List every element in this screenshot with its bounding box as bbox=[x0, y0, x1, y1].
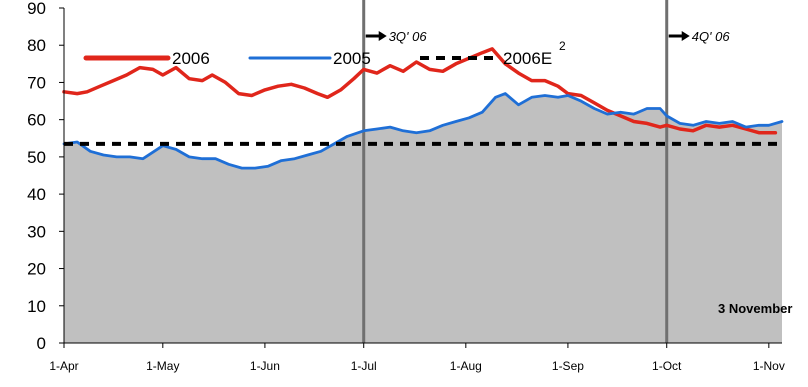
x-tick-label: 1-Oct bbox=[652, 359, 682, 373]
y-tick-label: 80 bbox=[27, 36, 46, 55]
legend-item-2006: 2006 bbox=[83, 49, 210, 68]
y-tick-label: 10 bbox=[27, 297, 46, 316]
annotation-date: 3 November bbox=[718, 301, 792, 316]
legend-label: 2006 bbox=[172, 49, 210, 68]
legend-item-2006e: 2006E 2 bbox=[420, 39, 566, 68]
quarter-marker: 3Q' 06 bbox=[362, 0, 428, 343]
area-layer bbox=[64, 93, 782, 343]
x-tick-label: 1-Jul bbox=[351, 359, 377, 373]
quarter-marker: 4Q' 06 bbox=[665, 0, 731, 343]
x-tick-label: 1-Aug bbox=[450, 359, 482, 373]
y-tick-label: 90 bbox=[27, 0, 46, 18]
legend: 2006 2005 2006E 2 bbox=[83, 39, 566, 68]
y-tick-label: 60 bbox=[27, 111, 46, 130]
y-tick-label: 70 bbox=[27, 73, 46, 92]
vertical-markers: 3Q' 06 4Q' 06 bbox=[362, 0, 731, 343]
x-tick-label: 1-Sep bbox=[552, 359, 584, 373]
y-tick-label: 20 bbox=[27, 260, 46, 279]
annotations: 3 November bbox=[718, 301, 792, 316]
legend-label: 2005 bbox=[333, 49, 371, 68]
y-tick-label: 50 bbox=[27, 148, 46, 167]
x-tick-label: 1-Apr bbox=[49, 359, 78, 373]
y-tick-label: 30 bbox=[27, 222, 46, 241]
series-layer bbox=[62, 47, 784, 170]
axes: 0 10 20 30 40 50 60 70 80 90 1-Apr 1-May 1-Jun 1-Jul 1… bbox=[27, 0, 785, 373]
series-line-2005 bbox=[62, 92, 784, 170]
y-tick-label: 0 bbox=[37, 334, 46, 353]
legend-footnote: 2 bbox=[559, 39, 566, 53]
quarter-marker-label: 3Q' 06 bbox=[389, 29, 428, 44]
legend-label: 2006E bbox=[503, 49, 552, 68]
series-line-2006 bbox=[62, 47, 778, 135]
x-tick-label: 1-Nov bbox=[753, 359, 785, 373]
x-tick-label: 1-Jun bbox=[250, 359, 280, 373]
area-fill bbox=[64, 93, 782, 343]
arrow-head-icon bbox=[378, 31, 387, 41]
y-tick-label: 40 bbox=[27, 185, 46, 204]
legend-item-2005: 2005 bbox=[248, 49, 371, 68]
x-tick-label: 1-May bbox=[146, 359, 179, 373]
arrow-head-icon bbox=[681, 31, 690, 41]
quarter-marker-label: 4Q' 06 bbox=[692, 29, 731, 44]
